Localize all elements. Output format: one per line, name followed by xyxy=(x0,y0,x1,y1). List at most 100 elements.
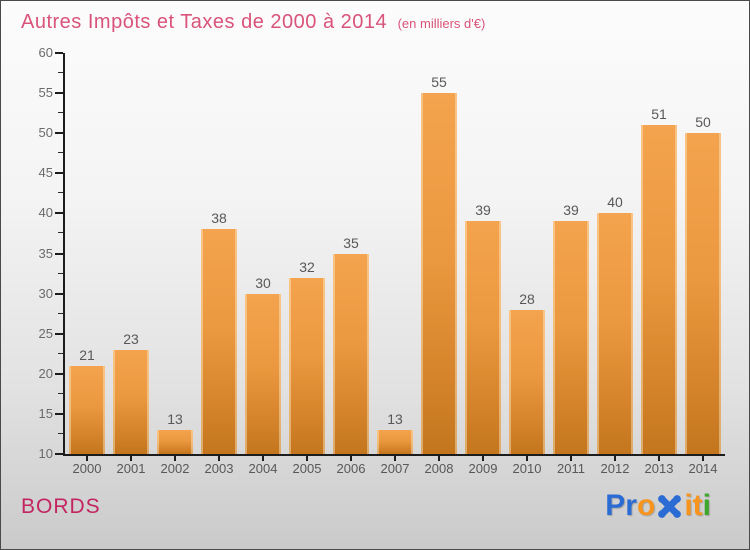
bar-column: 40 2012 xyxy=(593,53,637,476)
bar xyxy=(597,213,633,454)
x-axis-tick xyxy=(174,456,176,461)
bar xyxy=(685,133,721,454)
x-axis-tick xyxy=(218,456,220,461)
y-axis-label: 40 xyxy=(38,205,53,221)
proxiti-x-icon xyxy=(656,493,683,520)
y-axis-major-tick xyxy=(55,212,63,215)
x-axis-label: 2007 xyxy=(380,461,410,476)
bar-columns: 21 2000 23 2001 13 2002 38 2003 30 2004 32 2005 35 20… xyxy=(65,53,725,476)
x-axis-tick xyxy=(482,456,484,461)
plot-area: 21 2000 23 2001 13 2002 38 2003 30 2004 32 2005 35 20… xyxy=(39,46,725,476)
bar-column: 28 2010 xyxy=(505,53,549,476)
bar-value-label: 40 xyxy=(607,194,623,211)
bar-value-label: 30 xyxy=(255,274,271,291)
location-label: BORDS xyxy=(21,495,101,518)
y-axis-label: 30 xyxy=(38,285,53,301)
bar-value-label: 39 xyxy=(563,202,579,219)
bar-column: 13 2002 xyxy=(153,53,197,476)
x-axis-label: 2014 xyxy=(688,461,718,476)
proxiti-letter: t xyxy=(692,489,703,522)
x-axis-tick xyxy=(658,456,660,461)
bar-value-label: 13 xyxy=(387,410,403,427)
x-axis-tick xyxy=(86,456,88,461)
y-axis-major-tick xyxy=(55,172,63,175)
x-axis-tick xyxy=(438,456,440,461)
bar xyxy=(509,309,545,454)
x-axis-tick xyxy=(350,456,352,461)
bar-value-label: 35 xyxy=(343,234,359,251)
bar-value-label: 55 xyxy=(431,74,447,91)
y-axis-major-tick xyxy=(55,292,63,295)
x-axis-tick xyxy=(262,456,264,461)
y-axis-minor-tick xyxy=(58,72,63,74)
x-axis-label: 2002 xyxy=(160,461,190,476)
y-axis-major-tick xyxy=(55,92,63,95)
bar xyxy=(201,229,237,454)
bar-value-label: 21 xyxy=(79,346,95,363)
bar xyxy=(421,93,457,454)
x-axis-tick xyxy=(526,456,528,461)
x-axis-label: 2006 xyxy=(336,461,366,476)
y-axis-label: 25 xyxy=(38,325,53,341)
bar-value-label: 32 xyxy=(299,258,315,275)
y-axis-major-tick xyxy=(55,132,63,135)
y-axis-label: 60 xyxy=(38,45,53,60)
y-axis-minor-tick xyxy=(58,112,63,114)
y-axis-label: 50 xyxy=(38,125,53,141)
y-axis-minor-tick xyxy=(58,272,63,274)
bar-column: 30 2004 xyxy=(241,53,285,476)
x-axis-tick xyxy=(702,456,704,461)
x-axis-tick xyxy=(130,456,132,461)
bar-column: 32 2005 xyxy=(285,53,329,476)
y-axis-major-tick xyxy=(55,252,63,255)
y-axis-label: 10 xyxy=(38,446,53,461)
y-axis-minor-tick xyxy=(58,192,63,194)
proxiti-letter: P xyxy=(605,489,626,522)
bar-column: 35 2006 xyxy=(329,53,373,476)
y-axis-minor-tick xyxy=(58,432,63,434)
bar xyxy=(245,293,281,454)
x-axis-label: 2003 xyxy=(204,461,234,476)
x-axis-label: 2005 xyxy=(292,461,322,476)
y-axis-minor-tick xyxy=(58,392,63,394)
bar-value-label: 51 xyxy=(651,106,667,123)
bar-value-label: 50 xyxy=(695,114,711,131)
chart-header: Autres Impôts et Taxes de 2000 à 2014 (e… xyxy=(21,11,485,34)
bar-column: 50 2014 xyxy=(681,53,725,476)
proxiti-letter: i xyxy=(684,489,693,522)
x-axis-label: 2000 xyxy=(72,461,102,476)
proxiti-letter: r xyxy=(625,489,637,522)
proxiti-letter: o xyxy=(636,489,656,522)
bar xyxy=(465,221,501,454)
bar-column: 51 2013 xyxy=(637,53,681,476)
x-axis-tick xyxy=(306,456,308,461)
y-axis-label: 55 xyxy=(38,85,53,101)
bar-value-label: 23 xyxy=(123,330,139,347)
x-axis-label: 2004 xyxy=(248,461,278,476)
y-axis-major-tick xyxy=(55,412,63,415)
bar-column: 23 2001 xyxy=(109,53,153,476)
bar xyxy=(289,277,325,454)
y-axis-major-tick xyxy=(55,372,63,375)
x-axis-tick xyxy=(570,456,572,461)
bar xyxy=(377,429,413,454)
bar xyxy=(69,365,105,454)
proxiti-letter: i xyxy=(702,489,711,522)
y-axis-major-tick xyxy=(55,52,63,54)
x-axis-label: 2001 xyxy=(116,461,146,476)
y-axis-label: 15 xyxy=(38,405,53,421)
x-axis-tick xyxy=(614,456,616,461)
bar xyxy=(157,429,193,454)
x-axis-label: 2012 xyxy=(600,461,630,476)
bar-value-label: 28 xyxy=(519,290,535,307)
bar-value-label: 13 xyxy=(167,410,183,427)
x-axis-label: 2013 xyxy=(644,461,674,476)
bar-column: 21 2000 xyxy=(65,53,109,476)
x-axis-tick xyxy=(394,456,396,461)
y-axis-minor-tick xyxy=(58,312,63,314)
x-axis-label: 2011 xyxy=(557,461,585,476)
bar xyxy=(333,253,369,454)
y-axis-minor-tick xyxy=(58,232,63,234)
